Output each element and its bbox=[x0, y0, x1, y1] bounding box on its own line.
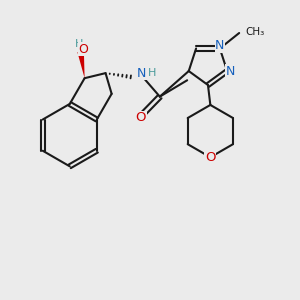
Text: N: N bbox=[137, 67, 146, 80]
Polygon shape bbox=[77, 51, 85, 78]
Text: O: O bbox=[136, 111, 146, 124]
Text: O: O bbox=[79, 43, 88, 56]
Text: H: H bbox=[75, 39, 83, 49]
Text: N: N bbox=[226, 64, 236, 78]
Text: H: H bbox=[147, 68, 156, 78]
Text: CH₃: CH₃ bbox=[246, 26, 265, 37]
Text: O: O bbox=[205, 151, 216, 164]
Text: N: N bbox=[215, 39, 224, 52]
